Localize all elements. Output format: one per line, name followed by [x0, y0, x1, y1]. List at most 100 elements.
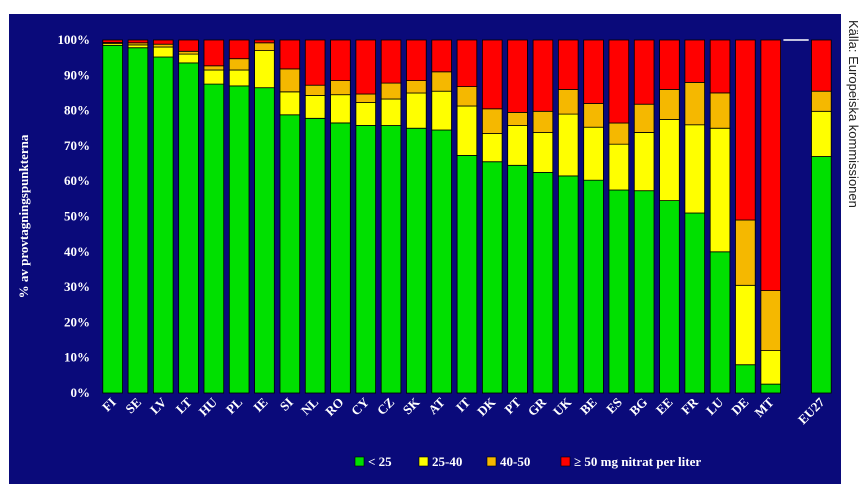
- bar-segment-RO-s0: [330, 122, 351, 394]
- bars-group: [102, 39, 832, 394]
- bar-segment-EU27-s1: [811, 110, 832, 157]
- bar-segment-DE-s1: [735, 284, 756, 366]
- source-note: Källa: Europeiska kommissionen: [842, 14, 866, 484]
- bar-segment-ES-s1: [608, 143, 630, 191]
- legend-label-3: ≥ 50 mg nitrat per liter: [574, 454, 701, 469]
- bar-segment-BE-s2: [583, 103, 604, 128]
- bar-segment-SI-s0: [279, 114, 301, 394]
- bar-segment-MT-s3: [760, 39, 782, 292]
- bar-segment-LV-s2: [152, 43, 174, 48]
- bar-segment-SE-s3: [127, 39, 149, 44]
- bar-segment-GR-s0: [532, 171, 554, 394]
- bar-segment-UK-s0: [558, 175, 579, 394]
- bar-segment-LT-s3: [178, 39, 199, 52]
- bar-segment-BE-s0: [583, 179, 604, 394]
- bar-segment-GR-s2: [532, 110, 554, 133]
- y-tick-label: 90%: [64, 67, 90, 82]
- bar-segment-SI-s2: [279, 68, 301, 93]
- bar-segment-DE-s3: [735, 39, 756, 221]
- legend: < 25 25-40 40-50 ≥ 50 mg nitrat per liter: [354, 454, 701, 469]
- bar-segment-NL-s1: [304, 95, 326, 119]
- bar-segment-IT-s1: [456, 105, 478, 156]
- bar-segment-CY-s1: [355, 102, 376, 126]
- bar-segment-IE-s0: [254, 87, 275, 394]
- bar-segment-LT-s2: [178, 50, 199, 55]
- bar-segment-PT-s0: [507, 164, 528, 394]
- bar-segment-SK-s2: [406, 80, 427, 94]
- y-tick-label: 60%: [64, 173, 90, 188]
- bar-segment-SK-s3: [406, 39, 427, 81]
- bar-segment-AT-s3: [431, 39, 452, 73]
- bar-segment-FR-s1: [684, 124, 706, 214]
- bar-segment-DE-s2: [735, 219, 756, 286]
- bar-segment-RO-s1: [330, 94, 351, 124]
- stacked-bar-chart: 0%10%20%30%40%50%60%70%80%90%100% FI SE LV…: [9, 14, 841, 484]
- y-tick-label: 40%: [64, 244, 90, 259]
- bar-segment-IE-s2: [254, 42, 275, 51]
- y-axis: 0% 10% 20% 30% 40% 50% 60% 70% 80% 90% 100%: [58, 32, 91, 400]
- bar-segment-CZ-s3: [380, 39, 402, 84]
- bar-segment-LV-s3: [152, 39, 174, 45]
- y-tick-label: 20%: [64, 314, 90, 329]
- bar-segment-LU-s1: [709, 127, 731, 253]
- bar-segment-AT-s2: [431, 71, 452, 92]
- bar-segment-ES-s0: [608, 189, 630, 394]
- bar-segment-NL-s3: [304, 39, 326, 86]
- bar-segment-GR-s3: [532, 39, 554, 112]
- bar-segment-IT-s2: [456, 86, 478, 107]
- bar-segment-LU-s0: [709, 251, 731, 394]
- bar-segment-SK-s0: [406, 127, 427, 394]
- bar-segment-IT-s3: [456, 39, 478, 87]
- bar-segment-PT-s1: [507, 125, 528, 166]
- bar-segment-BG-s3: [633, 39, 655, 105]
- source-note-text: Källa: Europeiska kommissionen: [846, 20, 861, 208]
- bar-segment-CY-s2: [355, 93, 376, 103]
- bar-segment-EE-s3: [659, 39, 680, 90]
- bar-segment-HU-s0: [203, 83, 225, 394]
- bar-segment-PT-s2: [507, 112, 528, 126]
- bar-segment-SE-s0: [127, 47, 149, 394]
- legend-label-2: 40-50: [500, 454, 530, 469]
- bar-segment-CY-s3: [355, 39, 376, 95]
- y-axis-label: % av provtagningspunkterna: [16, 134, 31, 298]
- legend-label-1: 25-40: [432, 454, 462, 469]
- bar-segment-SE-s1: [127, 44, 149, 49]
- bar-segment-LU-s2: [709, 92, 731, 129]
- bar-segment-BG-s0: [633, 190, 655, 394]
- bar-segment-LV-s0: [152, 56, 174, 394]
- bar-segment-DK-s0: [481, 161, 503, 394]
- legend-label-0: < 25: [368, 454, 392, 469]
- bar-segment-EU27-s3: [811, 39, 832, 92]
- y-tick-label: 0%: [71, 385, 91, 400]
- bar-segment-IE-s1: [254, 50, 275, 89]
- bar-segment-DK-s1: [481, 133, 503, 163]
- legend-swatch-3: [560, 456, 571, 467]
- bar-segment-ES-s2: [608, 122, 630, 145]
- bar-segment-HU-s2: [203, 65, 225, 71]
- bar-segment-FI-s3: [102, 39, 123, 43]
- bar-segment-LT-s0: [178, 62, 199, 394]
- y-tick-label: 10%: [64, 350, 90, 365]
- bar-segment-PL-s1: [228, 69, 250, 87]
- y-tick-label: 50%: [64, 209, 90, 224]
- bar-segment-DE-s0: [735, 364, 756, 394]
- bar-segment-RO-s2: [330, 80, 351, 96]
- bar-segment-CZ-s2: [380, 82, 402, 100]
- bar-segment-ES-s3: [608, 39, 630, 124]
- bar-segment-CY-s0: [355, 125, 376, 394]
- bar-segment-EU27-s2: [811, 90, 832, 112]
- bar-segment-CZ-s0: [380, 125, 402, 394]
- bar-segment-PL-s3: [228, 39, 250, 60]
- bar-segment-SI-s3: [279, 39, 301, 70]
- bar-segment-IT-s0: [456, 154, 478, 394]
- bar-segment-MT-s0: [760, 383, 782, 394]
- bar-segment-UK-s3: [558, 39, 579, 90]
- bar-segment-DK-s3: [481, 39, 503, 110]
- bar-segment-HU-s1: [203, 69, 225, 85]
- bar-segment-RO-s3: [330, 39, 351, 81]
- bar-segment-UK-s2: [558, 89, 579, 115]
- bar-segment-PL-s2: [228, 58, 250, 71]
- y-tick-label: 70%: [64, 138, 90, 153]
- bar-segment-DK-s2: [481, 108, 503, 134]
